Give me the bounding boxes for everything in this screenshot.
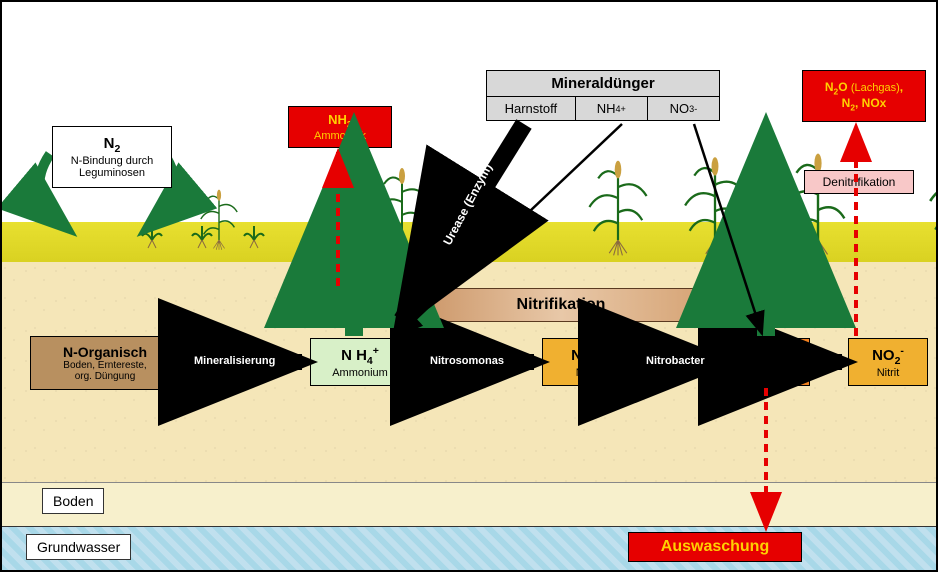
no3-title: NO3- bbox=[737, 345, 803, 367]
no2b-title: NO2- bbox=[855, 345, 921, 367]
n-organic-box: N-Organisch Boden, Erntereste,org. Düngu… bbox=[30, 336, 180, 390]
boden-legend: Boden bbox=[42, 488, 104, 514]
denitrif-box: Denitrifikation bbox=[804, 170, 914, 194]
no2b-sub: Nitrit bbox=[855, 367, 921, 379]
n2-text: N-Bindung durchLeguminosen bbox=[59, 155, 165, 179]
mineral-col-nh4: NH4+ bbox=[576, 97, 648, 120]
gases-box: N2O (Lachgas),N2, NOx bbox=[802, 70, 926, 122]
grass-layer bbox=[2, 222, 936, 266]
no2a-title: NO2- bbox=[549, 345, 625, 367]
mineral-header: Mineraldünger bbox=[487, 71, 719, 96]
nh4-sub: Ammonium bbox=[317, 367, 403, 379]
denitrif-label: Denitrifikation bbox=[811, 175, 907, 189]
mineral-table: Mineraldünger Harnstoff NH4+ NO3- bbox=[486, 70, 720, 121]
mineral-col-no3: NO3- bbox=[648, 97, 719, 120]
mineralisierung-label: Mineralisierung bbox=[190, 354, 279, 368]
nh4-box: N H4+ Ammonium bbox=[310, 338, 410, 386]
nh3-title: NH3 bbox=[295, 112, 385, 130]
no2b-box: NO2- Nitrit bbox=[848, 338, 928, 386]
sky-layer bbox=[2, 2, 936, 236]
n-organic-title: N-Organisch bbox=[37, 344, 173, 360]
no3-sub: Nitrat bbox=[737, 367, 803, 379]
nitrosomonas-label: Nitrosomonas bbox=[426, 354, 508, 368]
nitrobacter-label: Nitrobacter bbox=[642, 354, 709, 368]
no3-box: NO3- Nitrat bbox=[730, 338, 810, 386]
no2a-sub: Nitrit bbox=[549, 367, 625, 379]
grundwasser-legend: Grundwasser bbox=[26, 534, 131, 560]
nh3-box: NH3 Ammoniak bbox=[288, 106, 392, 148]
nitrogen-cycle-diagram: N2 N-Bindung durchLeguminosen NH3 Ammoni… bbox=[0, 0, 938, 572]
no2a-box: NO2- Nitrit bbox=[542, 338, 632, 386]
n2-fixation-box: N2 N-Bindung durchLeguminosen bbox=[52, 126, 172, 188]
nh3-sub: Ammoniak bbox=[295, 130, 385, 142]
mineral-col-harnstoff: Harnstoff bbox=[487, 97, 576, 120]
auswaschung-box: Auswaschung bbox=[628, 532, 802, 562]
gases-title: N2O (Lachgas),N2, NOx bbox=[809, 80, 919, 113]
nitrification-bar: Nitrifikation bbox=[296, 288, 826, 322]
subsoil-layer bbox=[2, 482, 936, 526]
n-organic-sub: Boden, Erntereste,org. Düngung bbox=[37, 360, 173, 382]
n2-formula: N2 bbox=[59, 135, 165, 155]
nh4-title: N H4+ bbox=[317, 345, 403, 367]
auswaschung-label: Auswaschung bbox=[635, 538, 795, 556]
nitrif-label: Nitrifikation bbox=[517, 296, 606, 314]
